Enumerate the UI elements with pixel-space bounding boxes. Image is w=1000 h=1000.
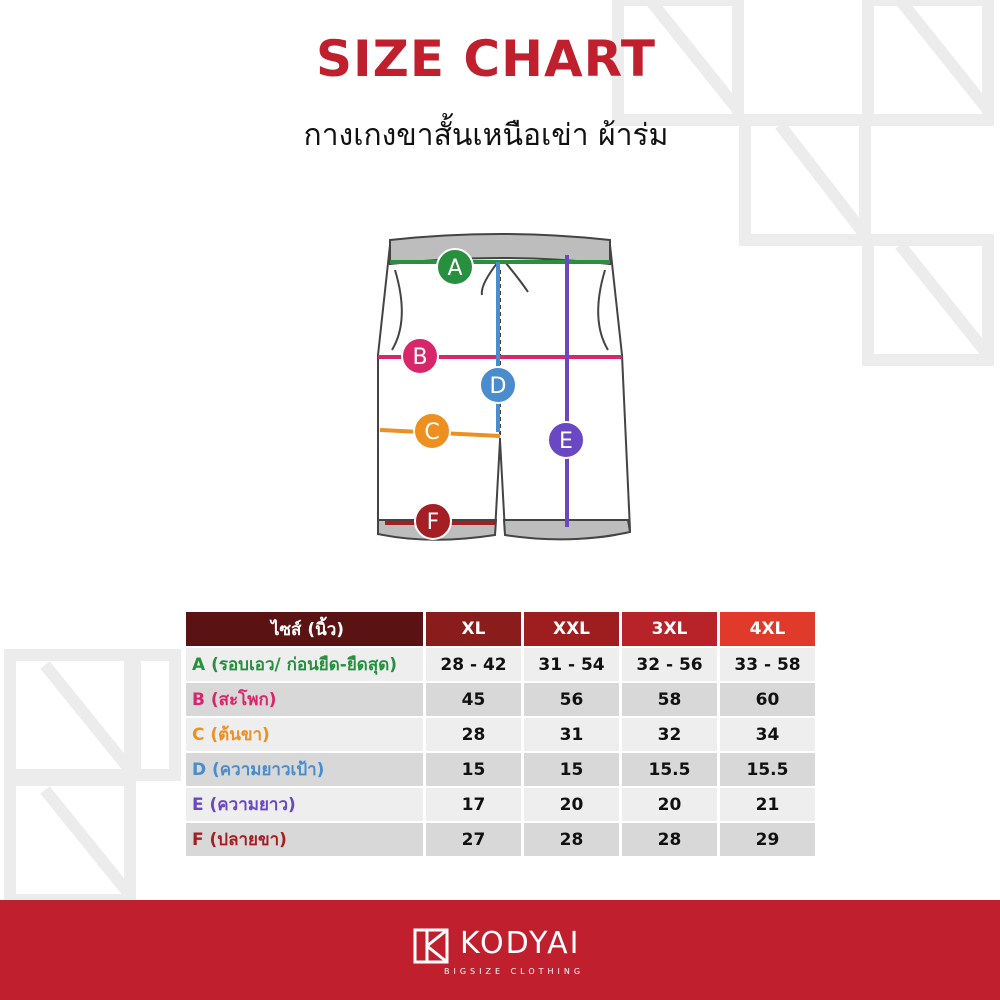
brand-tagline: BIGSIZE CLOTHING — [444, 967, 585, 976]
cell: 33 - 58 — [720, 648, 815, 681]
cell: 31 - 54 — [524, 648, 619, 681]
measure-letter: E — [559, 429, 573, 454]
row-label: A (รอบเอว/ ก่อนยืด-ยืดสุด) — [186, 648, 423, 681]
cell: 15.5 — [622, 753, 717, 786]
cell: 3XL — [622, 612, 717, 646]
cell: 20 — [622, 788, 717, 821]
measure-badge — [479, 366, 517, 404]
measure-badge — [414, 502, 452, 540]
measure-badge — [547, 421, 585, 459]
row-label: E (ความยาว) — [186, 788, 423, 821]
measure-badge — [401, 337, 439, 375]
title: SIZE CHART — [315, 30, 657, 88]
table-row: E (ความยาว) 17 20 20 21 — [186, 788, 815, 821]
table-row: D (ความยาวเป้า) 15 15 15.5 15.5 — [186, 753, 815, 786]
cell: 4XL — [720, 612, 815, 646]
brand-logo — [413, 928, 449, 964]
footer: KODYAI BIGSIZE CLOTHING — [0, 900, 1000, 1000]
cell: 56 — [524, 683, 619, 716]
cell: 27 — [426, 823, 521, 856]
shorts-diagram: A B C D E F — [377, 233, 632, 541]
cell: 28 — [524, 823, 619, 856]
cell: 32 - 56 — [622, 648, 717, 681]
table-row: C (ต้นขา) 28 31 32 34 — [186, 718, 815, 751]
row-label: B (สะโพก) — [186, 683, 423, 716]
cell: 15 — [524, 753, 619, 786]
cell: 28 - 42 — [426, 648, 521, 681]
measure-letter: F — [427, 510, 440, 535]
header-row: ไซส์ (นิ้ว) XL XXL 3XL 4XL — [186, 612, 815, 646]
cell: 21 — [720, 788, 815, 821]
cell: 60 — [720, 683, 815, 716]
table-row: F (ปลายขา) 27 28 28 29 — [186, 823, 815, 856]
cell: 29 — [720, 823, 815, 856]
cell: XXL — [524, 612, 619, 646]
cell: 20 — [524, 788, 619, 821]
measure-letter: A — [447, 256, 462, 281]
cell: 45 — [426, 683, 521, 716]
measure-letter: C — [424, 420, 439, 445]
cell: 17 — [426, 788, 521, 821]
cell: 58 — [622, 683, 717, 716]
cell: 28 — [622, 823, 717, 856]
table-row: B (สะโพก) 45 56 58 60 — [186, 683, 815, 716]
cell: 15 — [426, 753, 521, 786]
measure-badge — [413, 412, 451, 450]
background-pattern — [4, 0, 994, 900]
row-label: ไซส์ (นิ้ว) — [186, 612, 423, 646]
table-row: A (รอบเอว/ ก่อนยืด-ยืดสุด) 28 - 42 31 - 54… — [186, 648, 815, 681]
brand-name: KODYAI — [460, 926, 581, 961]
cell: 15.5 — [720, 753, 815, 786]
measure-letter: B — [412, 345, 427, 370]
cell: XL — [426, 612, 521, 646]
subtitle: กางเกงขาสั้นเหนือเข่า ผ้าร่ม — [303, 118, 669, 153]
measure-badge — [436, 248, 474, 286]
cell: 28 — [426, 718, 521, 751]
cell: 31 — [524, 718, 619, 751]
cell: 32 — [622, 718, 717, 751]
row-label: F (ปลายขา) — [186, 823, 423, 856]
cell: 34 — [720, 718, 815, 751]
measure-letter: D — [490, 374, 507, 399]
size-table: ไซส์ (นิ้ว) XL XXL 3XL 4XL A (รอบเอว/ ก่อนยืด… — [183, 610, 818, 858]
row-label: C (ต้นขา) — [186, 718, 423, 751]
row-label: D (ความยาวเป้า) — [186, 753, 423, 786]
